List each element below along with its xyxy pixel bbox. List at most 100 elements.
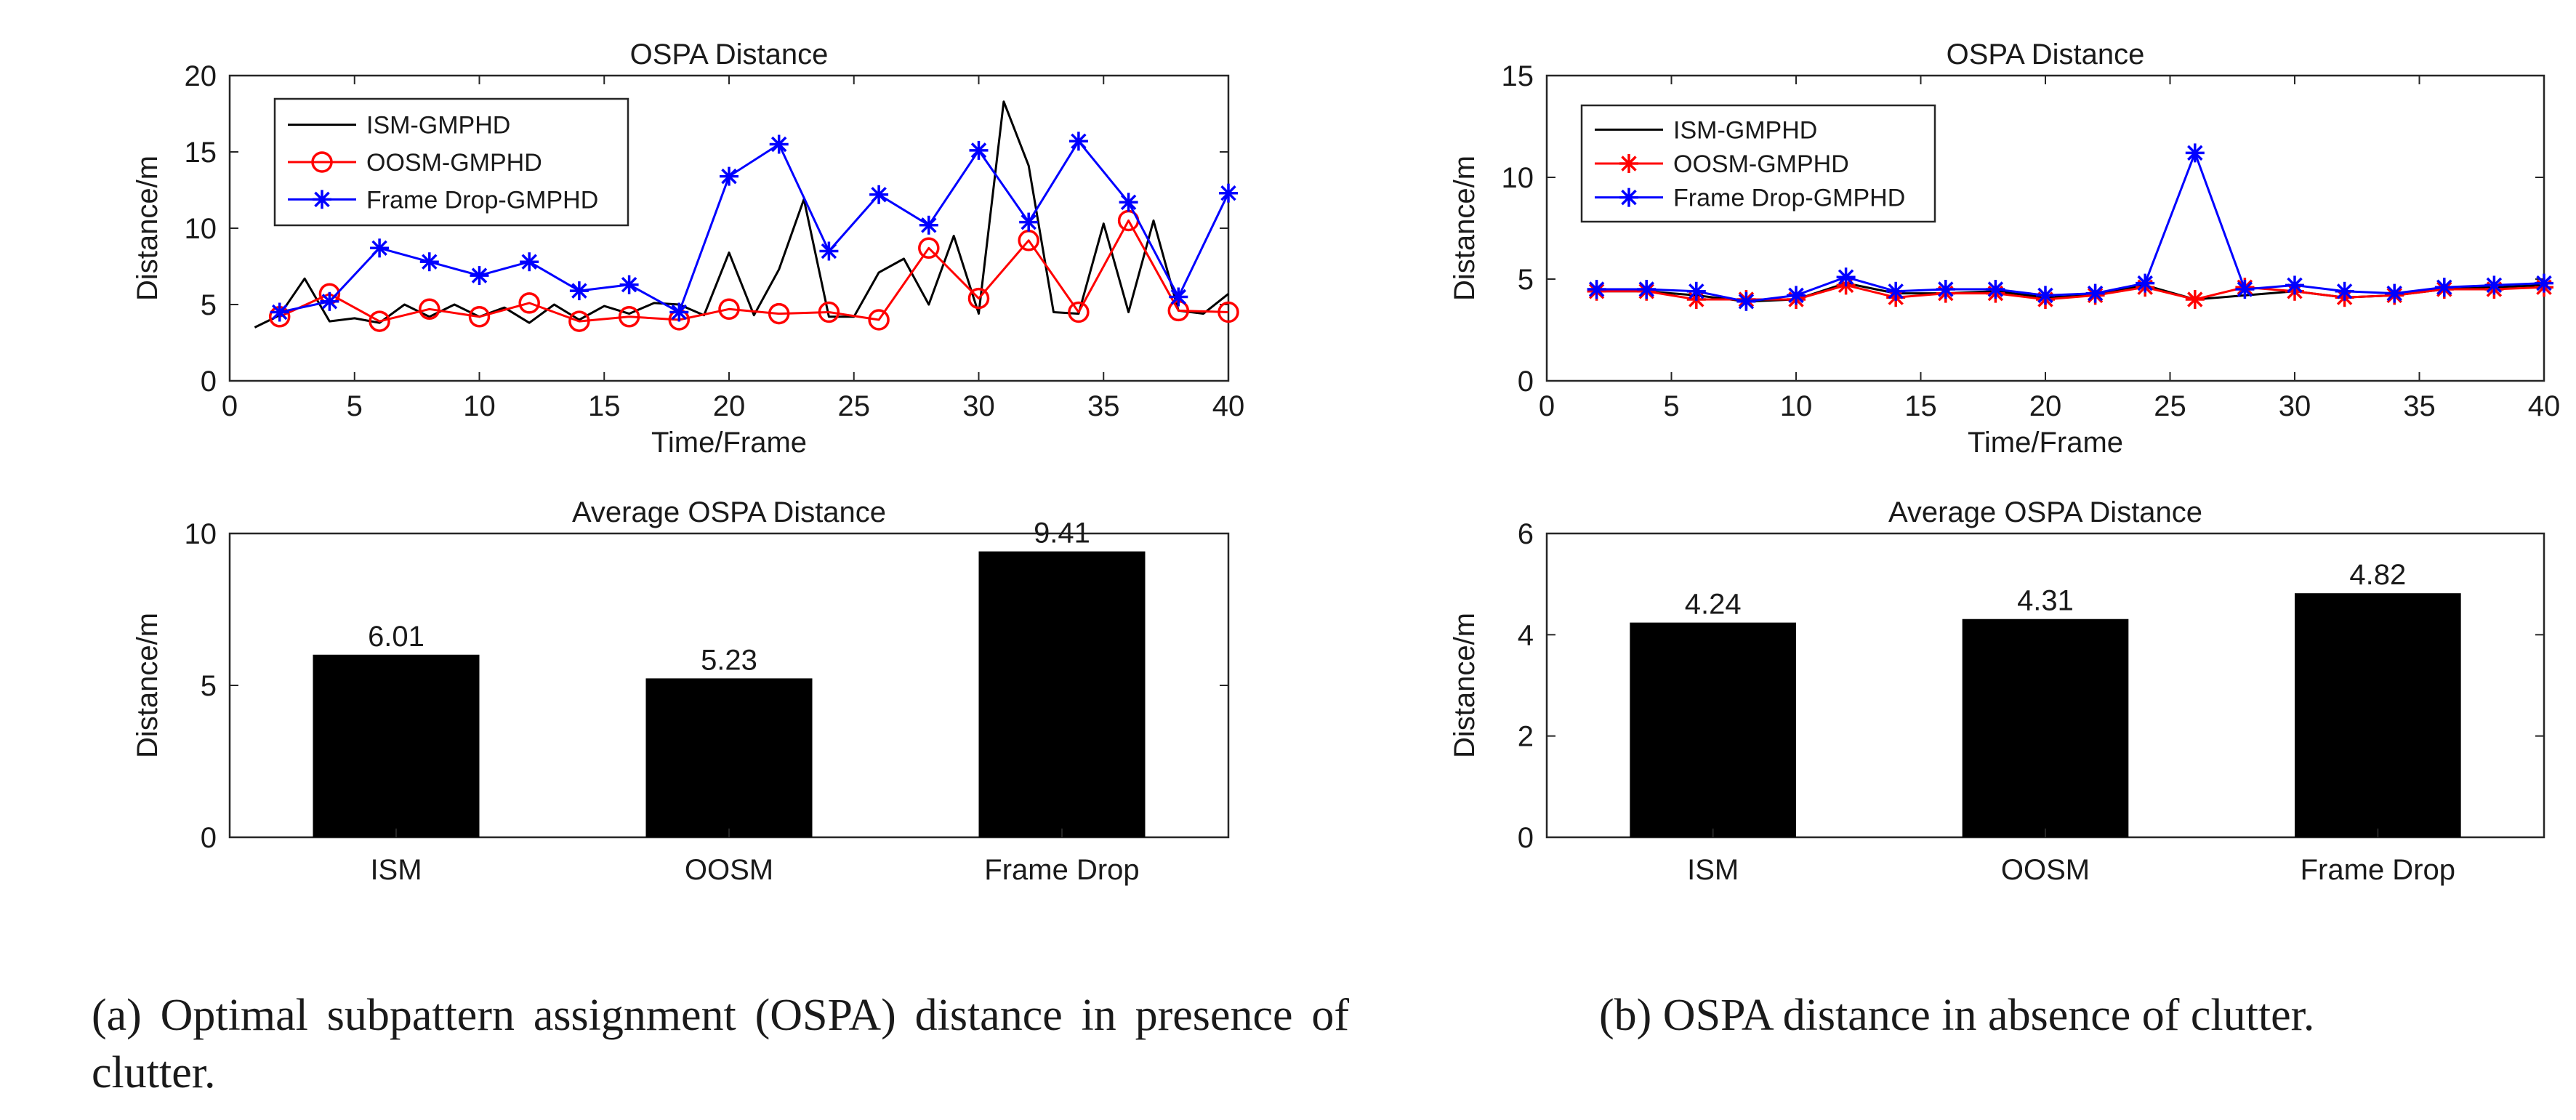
series-line: [254, 100, 1229, 329]
data-point: [720, 166, 738, 186]
data-point: [919, 215, 938, 235]
x-tick-label: 30: [962, 390, 995, 422]
chart-title: OSPA Distance: [1947, 39, 2145, 70]
y-tick-label: 2: [1518, 721, 1534, 753]
bar-ism: [1630, 622, 1796, 837]
x-tick-label: 15: [1904, 390, 1937, 422]
legend-item: OOSM-GMPHD: [288, 149, 542, 177]
data-point: [2185, 290, 2205, 309]
legend-label: OOSM-GMPHD: [1673, 150, 1849, 178]
data-point: [1936, 280, 1955, 299]
data-point: [818, 301, 840, 323]
data-point: [768, 302, 790, 325]
x-tick-label: 35: [2403, 390, 2436, 422]
data-point: [1637, 280, 1657, 299]
caption-b: (b) OSPA distance in absence of clutter.: [1599, 991, 2315, 1040]
chart-title: Average OSPA Distance: [1888, 496, 2202, 528]
x-tick-label: 25: [838, 390, 871, 422]
data-point: [1019, 212, 1039, 232]
data-point: [1219, 183, 1238, 203]
data-point: [619, 275, 639, 294]
legend-label: ISM-GMPHD: [1673, 116, 1817, 144]
data-point: [419, 298, 440, 321]
data-point: [769, 134, 789, 154]
y-tick-label: 15: [185, 137, 217, 169]
bar-ism: [313, 654, 480, 837]
data-point: [569, 281, 589, 301]
x-axis-label: Time/Frame: [651, 427, 807, 459]
legend-marker: [313, 190, 331, 209]
series-line: [279, 140, 1230, 313]
x-tick-label: ISM: [1687, 854, 1739, 886]
data-point: [1836, 267, 1856, 287]
y-tick-label: 0: [1518, 822, 1534, 854]
x-tick-label: 20: [2029, 390, 2062, 422]
bar-oosm: [645, 678, 813, 837]
y-tick-label: 6: [1518, 518, 1534, 550]
y-tick-label: 10: [185, 518, 217, 550]
y-tick-label: 20: [185, 60, 217, 92]
data-point: [1119, 193, 1138, 212]
chart-title: Average OSPA Distance: [572, 496, 886, 528]
y-tick-label: 5: [201, 289, 217, 321]
data-point: [2136, 273, 2155, 293]
b_bar-chart: 0 2 4 6 Average OSPA Distance Distance/m 4.24 I…: [1449, 496, 2545, 886]
y-tick-label: 0: [201, 366, 217, 398]
a_bar-chart: 0 5 10 Average OSPA Distance Distance/m 6.01 I…: [132, 496, 1230, 886]
legend-box: [1580, 104, 1936, 223]
data-point: [1068, 132, 1088, 151]
data-point: [468, 306, 491, 328]
data-point: [1787, 286, 1806, 305]
bar-value-label: 6.01: [368, 621, 424, 653]
bar-frame-drop: [2295, 593, 2461, 837]
series-frame-drop-gmphd: [270, 132, 1238, 322]
data-point: [1068, 301, 1090, 323]
data-point: [819, 241, 839, 261]
y-tick-label: 5: [201, 670, 217, 702]
data-point: [1736, 291, 1756, 311]
bar-frame-drop: [978, 551, 1146, 837]
series-oosm-gmphd: [268, 209, 1239, 332]
legend-item: Frame Drop-GMPHD: [1595, 185, 1905, 212]
data-point: [369, 310, 390, 332]
x-tick-label: 10: [1780, 390, 1813, 422]
data-point: [520, 252, 539, 272]
legend-item: OOSM-GMPHD: [1595, 150, 1849, 178]
x-tick-label: 40: [2528, 390, 2561, 422]
data-point: [320, 291, 339, 311]
y-axis-label: Distance/m: [132, 613, 164, 758]
data-point: [2484, 275, 2504, 295]
data-point: [2434, 278, 2454, 297]
data-point: [918, 237, 940, 259]
data-point: [969, 140, 989, 160]
series-ism-gmphd: [254, 100, 1229, 329]
bar-value-label: 4.82: [2349, 559, 2406, 591]
y-tick-label: 10: [185, 213, 217, 245]
bar-oosm: [1962, 619, 2129, 837]
x-tick-label: 35: [1087, 390, 1120, 422]
data-point: [419, 252, 439, 272]
x-tick-label: 30: [2279, 390, 2311, 422]
y-tick-label: 0: [201, 822, 217, 854]
data-point: [1169, 287, 1188, 307]
bar-value-label: 4.24: [1685, 589, 1742, 621]
x-tick-label: 0: [1539, 390, 1555, 422]
data-point: [718, 298, 740, 321]
y-tick-label: 10: [1502, 162, 1534, 194]
legend-label: ISM-GMPHD: [366, 112, 510, 140]
y-axis-label: Distance/m: [1449, 613, 1481, 758]
y-tick-label: 5: [1518, 264, 1534, 296]
x-tick-label: OOSM: [2001, 854, 2090, 886]
data-point: [869, 185, 889, 204]
y-axis-label: Distance/m: [1449, 156, 1481, 301]
x-tick-label: 25: [2154, 390, 2186, 422]
data-point: [2285, 275, 2304, 295]
x-tick-label: 15: [588, 390, 621, 422]
bar-value-label: 5.23: [701, 644, 757, 676]
legend-item: Frame Drop-GMPHD: [288, 186, 598, 214]
y-tick-label: 15: [1502, 60, 1534, 92]
data-point: [618, 306, 640, 328]
x-tick-label: ISM: [370, 854, 422, 886]
data-point: [2335, 281, 2354, 301]
